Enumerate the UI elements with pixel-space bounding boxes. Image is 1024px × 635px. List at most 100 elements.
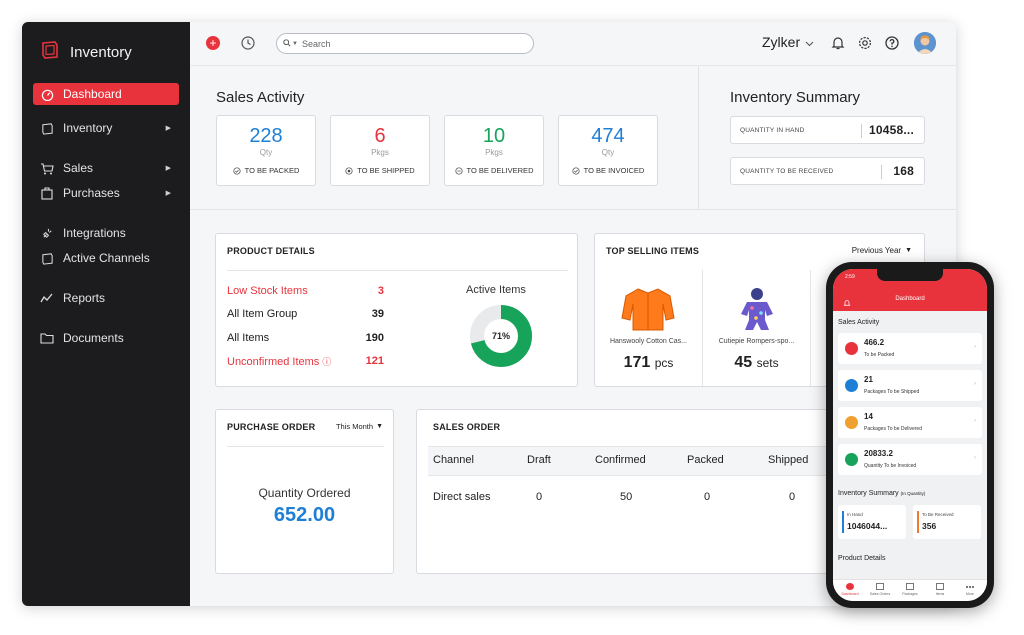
activity-label: TO BE PACKED: [217, 166, 315, 175]
brand[interactable]: Inventory: [40, 40, 132, 65]
sidebar-item-label: Inventory: [63, 121, 113, 135]
history-icon[interactable]: [240, 35, 256, 51]
all-items-row[interactable]: All Items 190: [227, 332, 384, 344]
chevron-right-icon: ›: [974, 381, 976, 387]
row-value: 190: [365, 332, 384, 344]
items-icon: [936, 583, 944, 590]
card-label: Packages To be Delivered: [864, 426, 922, 432]
sidebar-item-label: Purchases: [63, 186, 120, 200]
phone-activity-card[interactable]: 466.2 To be Packed ›: [838, 333, 982, 364]
tab-sales-orders[interactable]: Sales Orders: [865, 583, 895, 596]
sidebar-item-purchases[interactable]: Purchases ▶: [33, 182, 179, 204]
low-stock-row[interactable]: Low Stock Items 3: [227, 285, 384, 297]
avatar[interactable]: [914, 32, 936, 54]
tab-items[interactable]: Items: [925, 583, 955, 596]
activity-card-delivered[interactable]: 10 Pkgs TO BE DELIVERED: [444, 115, 544, 186]
row-label-text: Unconfirmed Items: [227, 356, 320, 368]
top-item[interactable]: Cutiepie Rompers-spo... 45 sets: [703, 270, 811, 386]
sidebar-item-label: Reports: [63, 291, 106, 305]
tab-label: Dashboard: [841, 592, 859, 596]
phone-activity-card[interactable]: 21 Packages To be Shipped ›: [838, 370, 982, 401]
org-name: Zylker: [762, 34, 801, 50]
product-details-title: PRODUCT DETAILS: [227, 246, 315, 256]
purchase-order-card: PURCHASE ORDER This Month ▼ Quantity Ord…: [215, 409, 394, 574]
sales-activity-title: Sales Activity: [216, 89, 305, 106]
activity-value: 228: [249, 125, 283, 147]
sidebar-item-reports[interactable]: Reports: [33, 287, 179, 309]
to-receive-value: 356: [922, 521, 937, 531]
card-label: To be Packed: [864, 352, 895, 358]
activity-label: TO BE INVOICED: [559, 166, 657, 175]
top-item[interactable]: Hanswooly Cotton Cas... 171 pcs: [595, 270, 703, 386]
cart-icon: [40, 161, 54, 175]
sidebar-item-documents[interactable]: Documents: [33, 327, 179, 349]
activity-unit: Qty: [259, 148, 273, 157]
activity-label-text: TO BE PACKED: [244, 166, 300, 175]
help-icon[interactable]: [884, 35, 900, 51]
sidebar-item-active-channels[interactable]: Active Channels: [33, 247, 179, 269]
cart-icon: [876, 583, 884, 590]
bell-icon[interactable]: [843, 294, 851, 306]
phone-in-hand: In Hand 1046044...: [838, 505, 906, 539]
brand-title: Inventory: [70, 44, 132, 61]
inventory-row-in-hand: QUANTITY IN HAND 10458...: [730, 116, 925, 144]
period-dropdown[interactable]: This Month ▼: [336, 422, 383, 431]
sidebar-item-label: Dashboard: [63, 87, 122, 101]
activity-unit: Pkgs: [485, 148, 503, 157]
donut-fill: [470, 305, 532, 367]
sidebar-item-integrations[interactable]: Integrations: [33, 222, 179, 244]
activity-card-packed[interactable]: 228 Qty TO BE PACKED: [216, 115, 316, 186]
row-label: Unconfirmed Items ⓘ: [227, 355, 331, 368]
search-input[interactable]: ▼ Search: [276, 33, 534, 54]
tab-dashboard[interactable]: Dashboard: [835, 583, 865, 596]
divider: [227, 446, 384, 447]
phone-to-receive: To Be Received 356: [913, 505, 981, 539]
row-label: All Items: [227, 332, 270, 344]
sidebar-item-inventory[interactable]: Inventory ▶: [33, 117, 179, 139]
chevron-right-icon: ▶: [165, 125, 171, 132]
chevron-right-icon: ›: [974, 455, 976, 461]
period-dropdown[interactable]: Previous Year ▼: [852, 246, 912, 255]
activity-card-shipped[interactable]: 6 Pkgs TO BE SHIPPED: [330, 115, 430, 186]
caret-down-icon: ▼: [376, 423, 383, 430]
activity-card-invoiced[interactable]: 474 Qty TO BE INVOICED: [558, 115, 658, 186]
tab-more[interactable]: More: [955, 583, 985, 596]
chevron-right-icon: ›: [974, 344, 976, 350]
unconfirmed-row[interactable]: Unconfirmed Items ⓘ 121: [227, 355, 384, 368]
tab-label: Sales Orders: [869, 592, 891, 596]
item-group-row[interactable]: All Item Group 39: [227, 308, 384, 320]
sidebar-item-sales[interactable]: Sales ▶: [33, 157, 179, 179]
card-value: 20833.2: [864, 449, 893, 458]
reports-icon: [40, 291, 54, 305]
accent-bar: [917, 511, 919, 533]
phone-inventory-title: Inventory Summary (In Quantity): [838, 490, 925, 497]
table-cell: 0: [789, 491, 796, 503]
org-switcher[interactable]: Zylker: [762, 34, 814, 50]
bell-icon[interactable]: [830, 35, 846, 51]
gear-icon[interactable]: [857, 35, 873, 51]
card-label: Quantity To be Invoiced: [864, 463, 917, 469]
active-items-donut: 71%: [470, 305, 532, 367]
phone-activity-card[interactable]: 14 Packages To be Delivered ›: [838, 407, 982, 438]
sidebar: Inventory Dashboard Inventory ▶ Sales ▶ …: [22, 22, 190, 606]
phone-activity-card[interactable]: 20833.2 Quantity To be Invoiced ›: [838, 444, 982, 475]
tab-packages[interactable]: Packages: [895, 583, 925, 596]
romper-image: [741, 288, 773, 330]
check-circle-icon: [572, 166, 580, 175]
sidebar-item-dashboard[interactable]: Dashboard: [33, 83, 179, 105]
phone-header: 2:59 Dashboard: [833, 269, 987, 311]
folder-icon: [40, 331, 54, 345]
row-label: Low Stock Items: [227, 285, 308, 297]
invoice-icon: [845, 453, 858, 466]
quick-create-button[interactable]: +: [206, 36, 220, 50]
top-selling-title: TOP SELLING ITEMS: [606, 246, 700, 256]
divider: [698, 66, 699, 210]
accent-bar: [842, 511, 844, 533]
activity-unit: Qty: [601, 148, 615, 157]
truck-circle-icon: [345, 166, 353, 175]
phone-notch: [877, 269, 943, 281]
divider: [881, 165, 882, 179]
tab-label: More: [966, 592, 974, 596]
chevron-right-icon: ▶: [165, 165, 171, 172]
qty-unit: sets: [756, 356, 779, 370]
